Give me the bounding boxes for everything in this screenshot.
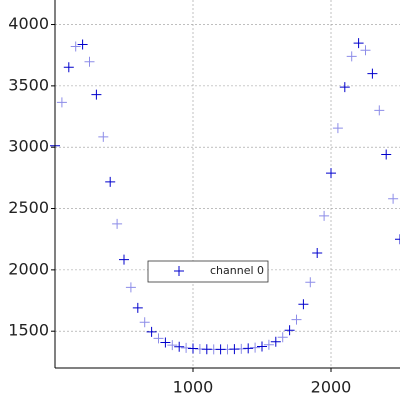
y-tick-label: 1500 bbox=[8, 321, 49, 340]
marker bbox=[160, 337, 171, 348]
marker bbox=[215, 344, 226, 355]
marker bbox=[291, 314, 302, 325]
marker bbox=[91, 89, 102, 100]
marker bbox=[284, 325, 295, 336]
marker bbox=[56, 97, 67, 108]
marker bbox=[277, 332, 288, 343]
marker bbox=[229, 344, 240, 355]
marker bbox=[353, 38, 364, 49]
marker bbox=[312, 247, 323, 258]
marker bbox=[263, 339, 274, 350]
marker bbox=[326, 168, 336, 179]
marker bbox=[125, 282, 136, 293]
marker bbox=[174, 341, 185, 352]
marker bbox=[381, 149, 392, 160]
legend: channel 0 bbox=[147, 260, 269, 283]
legend-marker bbox=[174, 266, 184, 276]
marker bbox=[63, 62, 74, 73]
x-tick-label: 1000 bbox=[173, 378, 214, 397]
legend-box bbox=[147, 260, 269, 283]
marker bbox=[257, 341, 267, 352]
y-tick-label: 4000 bbox=[8, 14, 49, 33]
y-tick-label: 2000 bbox=[8, 259, 49, 278]
marker bbox=[298, 299, 309, 310]
marker bbox=[395, 234, 400, 245]
y-tick-label: 3500 bbox=[8, 75, 49, 94]
marker bbox=[243, 343, 254, 354]
marker bbox=[319, 210, 330, 221]
marker bbox=[77, 39, 88, 50]
marker bbox=[98, 131, 109, 142]
marker bbox=[132, 302, 143, 313]
marker bbox=[112, 218, 123, 229]
marker bbox=[367, 68, 378, 79]
marker bbox=[70, 41, 81, 52]
marker bbox=[388, 193, 399, 204]
marker bbox=[332, 123, 343, 134]
x-tick-label: 2000 bbox=[311, 378, 352, 397]
marker bbox=[153, 333, 164, 344]
marker bbox=[201, 344, 212, 355]
marker bbox=[346, 51, 357, 62]
marker bbox=[374, 105, 385, 116]
marker bbox=[105, 176, 116, 187]
marker bbox=[139, 317, 150, 328]
legend-label: channel 0 bbox=[210, 264, 264, 277]
marker bbox=[167, 340, 178, 351]
marker bbox=[339, 82, 350, 93]
y-tick-label: 3000 bbox=[8, 137, 49, 156]
marker bbox=[181, 342, 192, 353]
marker bbox=[250, 342, 261, 353]
marker bbox=[188, 343, 198, 354]
marker bbox=[305, 277, 316, 288]
plot-area bbox=[50, 38, 400, 355]
grid bbox=[55, 0, 400, 368]
marker bbox=[360, 45, 371, 56]
marker bbox=[270, 336, 281, 347]
marker bbox=[119, 254, 129, 265]
marker bbox=[146, 326, 157, 337]
y-tick-label: 2500 bbox=[8, 198, 49, 217]
marker bbox=[84, 56, 95, 67]
